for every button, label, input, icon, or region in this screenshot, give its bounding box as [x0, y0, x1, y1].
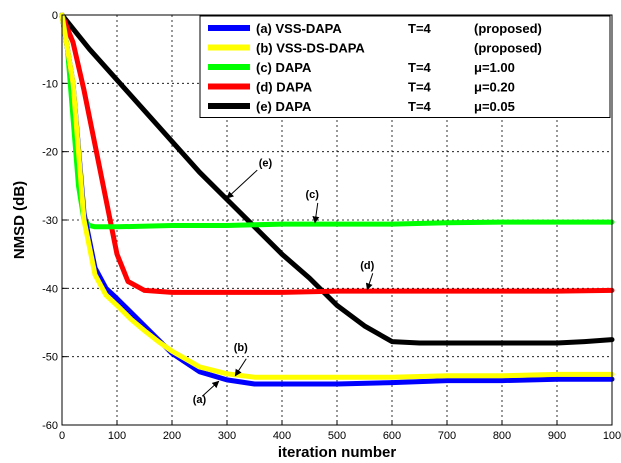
x-tick-label: 100 — [108, 430, 126, 442]
annotation-label: (c) — [306, 189, 320, 201]
x-tick-label: 300 — [218, 430, 236, 442]
x-tick-label: 400 — [273, 430, 291, 442]
legend-entry-text: T=4 — [408, 60, 432, 75]
y-tick-label: 0 — [52, 10, 58, 22]
annotation-arrow — [201, 380, 220, 397]
y-tick-label: -30 — [42, 215, 58, 227]
legend-entry-text: T=4 — [408, 99, 432, 114]
legend-entry-text: μ=1.00 — [474, 60, 515, 75]
legend-box — [199, 15, 611, 118]
series-line-5 — [59, 12, 615, 346]
series-line-4 — [59, 12, 615, 295]
x-axis-label: iteration number — [278, 444, 397, 461]
x-tick-label: 900 — [548, 430, 566, 442]
y-tick-label: -20 — [42, 147, 58, 159]
y-tick-label: -10 — [42, 78, 58, 90]
legend-entry-text: μ=0.20 — [474, 80, 515, 95]
legend-entry-text: (c) DAPA — [256, 60, 312, 75]
curve-annotations: (a) (b) (c) (d) (e) — [193, 158, 375, 406]
x-tick-label: 500 — [328, 430, 346, 442]
annotation-arrow — [226, 169, 258, 199]
y-tick-label: -40 — [42, 283, 58, 295]
x-tick-label: 800 — [493, 430, 511, 442]
x-tick-label: 700 — [438, 430, 456, 442]
series-line-3 — [59, 12, 615, 230]
x-tick-label: 0 — [59, 430, 65, 442]
y-axis-ticks: 0 -10 -20 -30 -40 -50 -60 — [42, 10, 67, 432]
annotation-label: (d) — [360, 260, 374, 272]
legend-entry-text: T=4 — [408, 21, 432, 36]
annotation-arrow — [234, 358, 247, 377]
annotation-label: (e) — [259, 158, 273, 170]
annotation-arrow — [365, 273, 374, 291]
legend-entry-text: (proposed) — [474, 21, 542, 36]
legend-entry-text: (proposed) — [474, 41, 542, 56]
x-tick-label: 100 — [603, 430, 621, 442]
series-lines — [59, 12, 615, 387]
x-tick-label: 600 — [383, 430, 401, 442]
legend-entry-text: μ=0.05 — [474, 99, 515, 114]
series-line-2 — [59, 12, 615, 380]
legend-entry-text: (e) DAPA — [256, 99, 312, 114]
y-tick-label: -60 — [42, 420, 58, 432]
y-tick-label: -50 — [42, 352, 58, 364]
annotation-label: (b) — [234, 342, 248, 354]
legend-entry-text: (d) DAPA — [256, 80, 313, 95]
legend-entry-text: (b) VSS-DS-DAPA — [256, 41, 365, 56]
legend-entry-text: T=4 — [408, 80, 432, 95]
legend-entry-text: (a) VSS-DAPA — [256, 21, 342, 36]
annotation-arrow — [312, 202, 320, 224]
x-axis-ticks: 0 100 200 300 400 500 600 700 800 900 100 — [59, 420, 621, 442]
y-axis-label: NMSD (dB) — [11, 181, 28, 259]
x-tick-label: 200 — [163, 430, 181, 442]
legend: (a) VSS-DAPA T=4 (proposed) (b) VSS-DS-DAPA… — [199, 15, 611, 118]
annotation-label: (a) — [193, 394, 207, 406]
